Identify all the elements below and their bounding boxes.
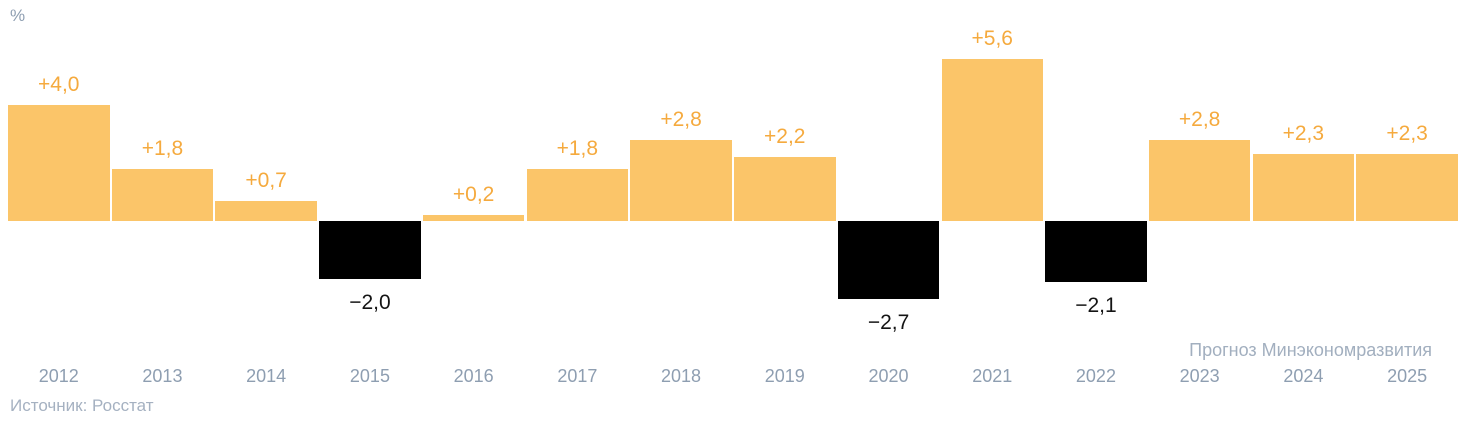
value-label-2023: +2,8 <box>1178 108 1221 131</box>
source-label: Источник: Росстат <box>10 396 154 415</box>
year-label-2016: 2016 <box>453 366 494 386</box>
year-label-2012: 2012 <box>38 366 79 386</box>
year-label-2017: 2017 <box>557 366 598 386</box>
bar-2015 <box>319 221 421 279</box>
year-label-2023: 2023 <box>1179 366 1220 386</box>
value-label-2012: +4,0 <box>38 73 80 96</box>
value-label-2013: +1,8 <box>141 137 184 160</box>
value-label-2021: +5,6 <box>971 27 1013 50</box>
year-label-2024: 2024 <box>1283 366 1324 386</box>
year-label-2015: 2015 <box>349 366 390 386</box>
value-label-2018: +2,8 <box>660 108 702 131</box>
bar-2022 <box>1045 221 1147 282</box>
bar-2013 <box>111 169 214 221</box>
value-label-2025: +2,3 <box>1386 122 1428 145</box>
value-label-2022: −2,1 <box>1075 294 1117 317</box>
value-label-2024: +2,3 <box>1282 122 1325 145</box>
bar-2014 <box>215 201 317 221</box>
year-label-2018: 2018 <box>661 366 702 386</box>
bar-2020 <box>837 221 940 299</box>
bar-2012 <box>8 105 110 221</box>
bar-2025 <box>1356 154 1458 221</box>
year-label-2013: 2013 <box>142 366 183 386</box>
value-label-2014: +0,7 <box>245 169 287 192</box>
bar-2019 <box>734 157 836 221</box>
bar-2018 <box>630 140 732 221</box>
value-label-2019: +2,2 <box>764 125 806 148</box>
bar-2017 <box>526 169 629 221</box>
year-label-2025: 2025 <box>1387 366 1428 386</box>
bar-2024 <box>1252 154 1355 221</box>
value-label-2015: −2,0 <box>349 291 391 314</box>
value-label-2017: +1,8 <box>556 137 599 160</box>
year-label-2019: 2019 <box>764 366 805 386</box>
y-axis-unit-label: % <box>10 6 26 25</box>
bar-2021 <box>941 59 1043 221</box>
year-label-2014: 2014 <box>246 366 287 386</box>
year-label-2022: 2022 <box>1075 366 1116 386</box>
forecast-note-label: Прогноз Минэкономразвития <box>1189 340 1432 360</box>
bar-2023 <box>1148 140 1251 221</box>
year-label-2021: 2021 <box>972 366 1013 386</box>
value-label-2016: +0,2 <box>452 183 495 206</box>
value-label-2020: −2,7 <box>867 311 910 334</box>
bar-2016 <box>422 215 525 221</box>
year-label-2020: 2020 <box>868 366 909 386</box>
